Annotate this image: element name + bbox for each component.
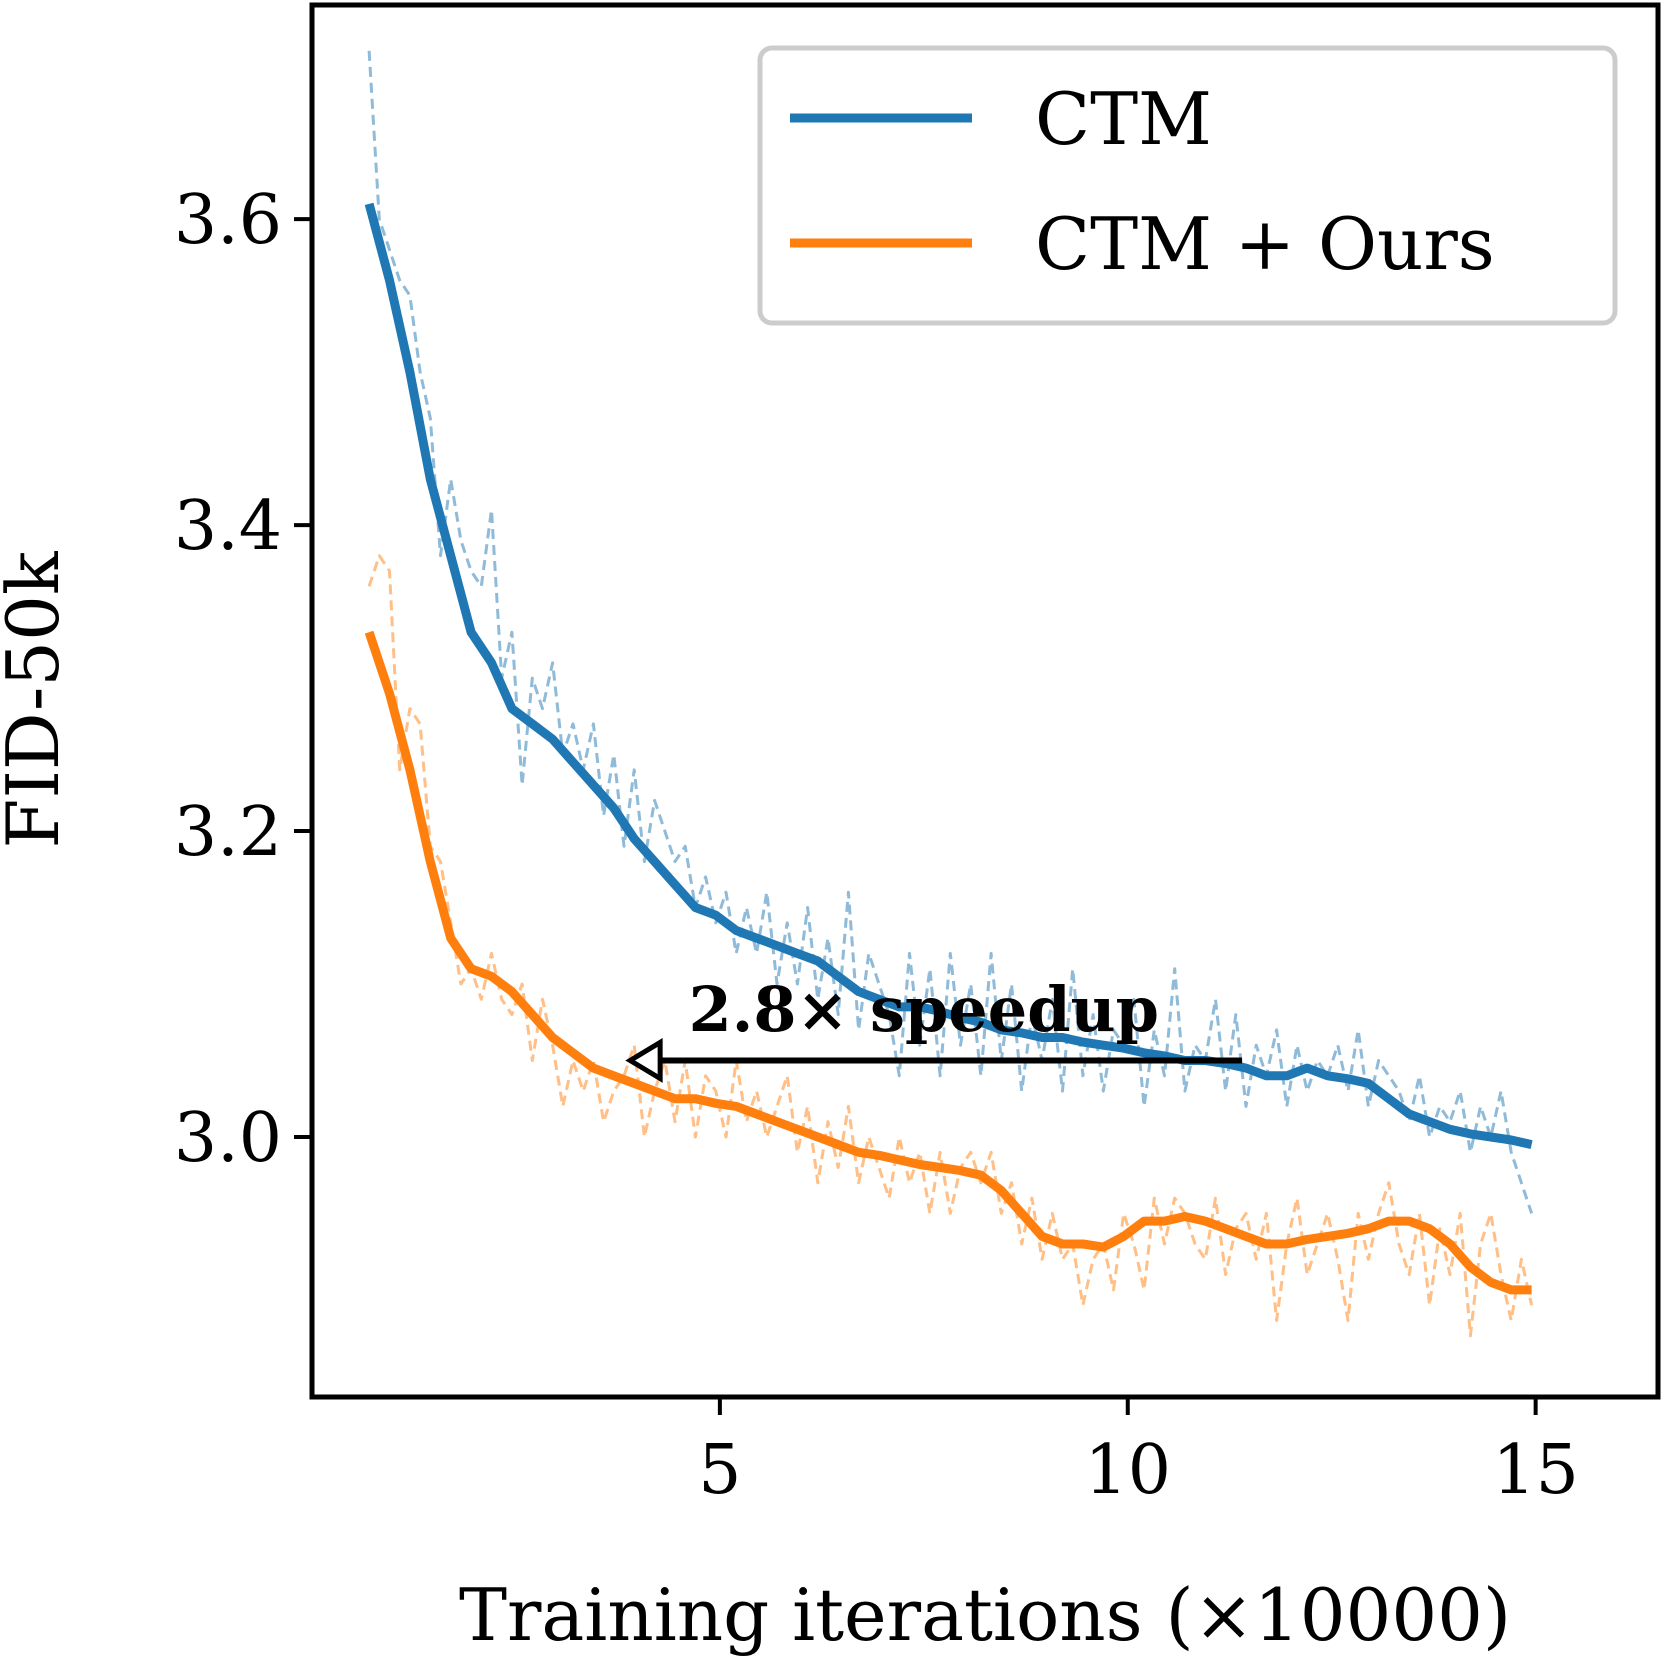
plot-frame [309,2,1661,1400]
legend-label-ctm: CTM [1035,77,1212,161]
x-axis: 5 10 15 [698,1397,1579,1510]
y-axis-title: FID-50k [0,550,75,848]
series-raw-3 [367,554,1534,1338]
y-tick-label: 3.0 [174,1099,282,1178]
x-tick-label: 10 [1084,1431,1171,1510]
speedup-arrow-head [625,1038,663,1083]
y-tick-label: 3.2 [174,793,282,872]
x-tick-label: 15 [1492,1431,1579,1510]
series-line-0 [364,202,1533,1149]
y-axis: 3.0 3.2 3.4 3.6 [174,181,312,1178]
speedup-label: 2.8× speedup [689,973,1159,1046]
series-line-1 [364,630,1532,1295]
x-axis-title: Training iterations (×10000) [459,1573,1511,1657]
y-tick-label: 3.6 [174,181,282,260]
speedup-annotation: 2.8× speedup [625,973,1242,1083]
x-tick-label: 5 [698,1431,741,1510]
smoothed-series-group [364,202,1533,1295]
legend: CTM CTM + Ours [757,45,1618,326]
legend-label-ctm-ours: CTM + Ours [1035,202,1495,286]
legend-box [757,45,1618,326]
y-tick-label: 3.4 [174,487,282,566]
